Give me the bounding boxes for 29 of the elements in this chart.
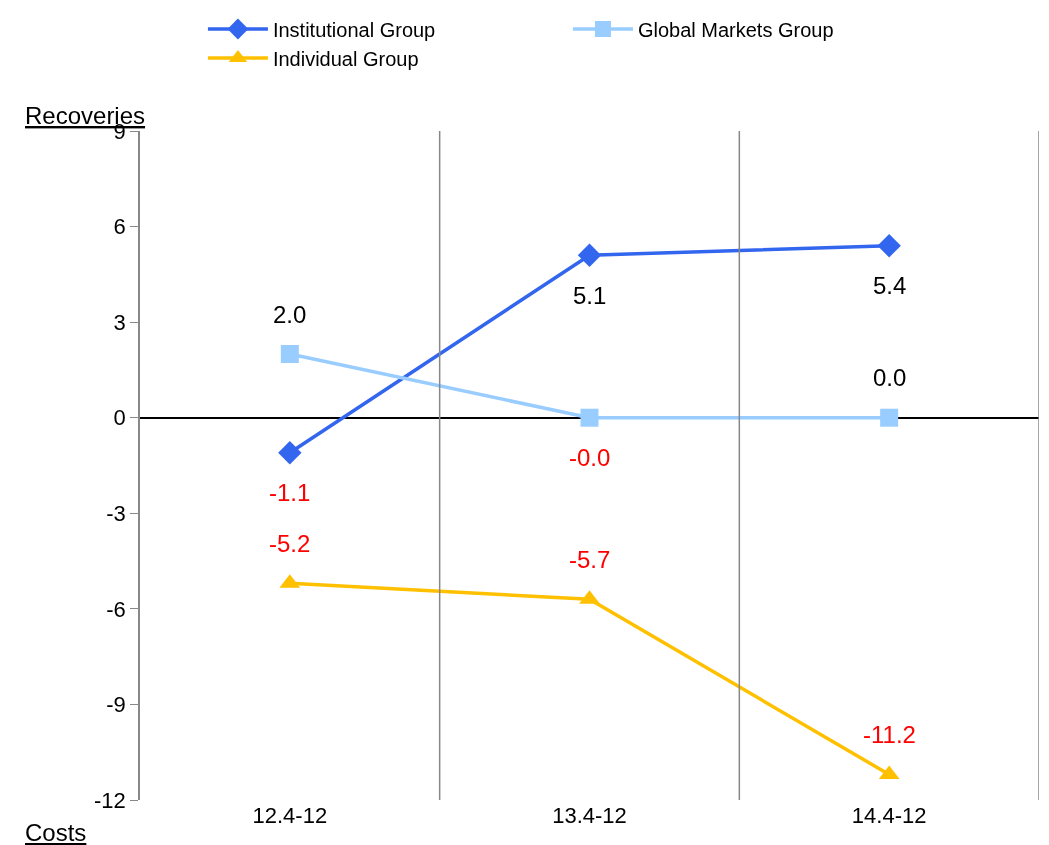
- y-tick-label: 6: [113, 214, 126, 240]
- y-tick-label: -3: [106, 500, 126, 526]
- point: [877, 233, 901, 258]
- data-label: -11.2: [863, 721, 916, 748]
- data-label: 5.4: [873, 272, 907, 299]
- data-label: 5.1: [573, 282, 607, 309]
- x-tick-label: 14.4-12: [851, 803, 927, 828]
- legend-label: Institutional Group: [272, 18, 436, 41]
- data-label: -1.1: [269, 479, 311, 506]
- text: Costs: [25, 819, 87, 845]
- point: [880, 408, 899, 427]
- y-tick-label: 0: [113, 405, 126, 431]
- point: [280, 345, 299, 363]
- y-tick-label: -9: [106, 692, 126, 718]
- data-label: -0.0: [569, 444, 611, 471]
- x-tick-label: 13.4-12: [552, 803, 627, 828]
- data-label: -5.2: [269, 530, 311, 557]
- point: [580, 408, 599, 427]
- y-tick-label: 3: [113, 309, 126, 335]
- point: [278, 441, 302, 465]
- data-label: 0.0: [873, 364, 907, 391]
- legend-label: Individual Group: [272, 47, 419, 70]
- y-tick-label: -6: [106, 596, 126, 622]
- point: [577, 243, 602, 267]
- y-tick-label: -12: [94, 787, 126, 813]
- x-tick-label: 12.4-12: [252, 803, 328, 828]
- data-label: -5.7: [569, 546, 611, 573]
- data-label: 2.0: [273, 301, 307, 328]
- legend-label: Global Markets Group: [637, 18, 834, 41]
